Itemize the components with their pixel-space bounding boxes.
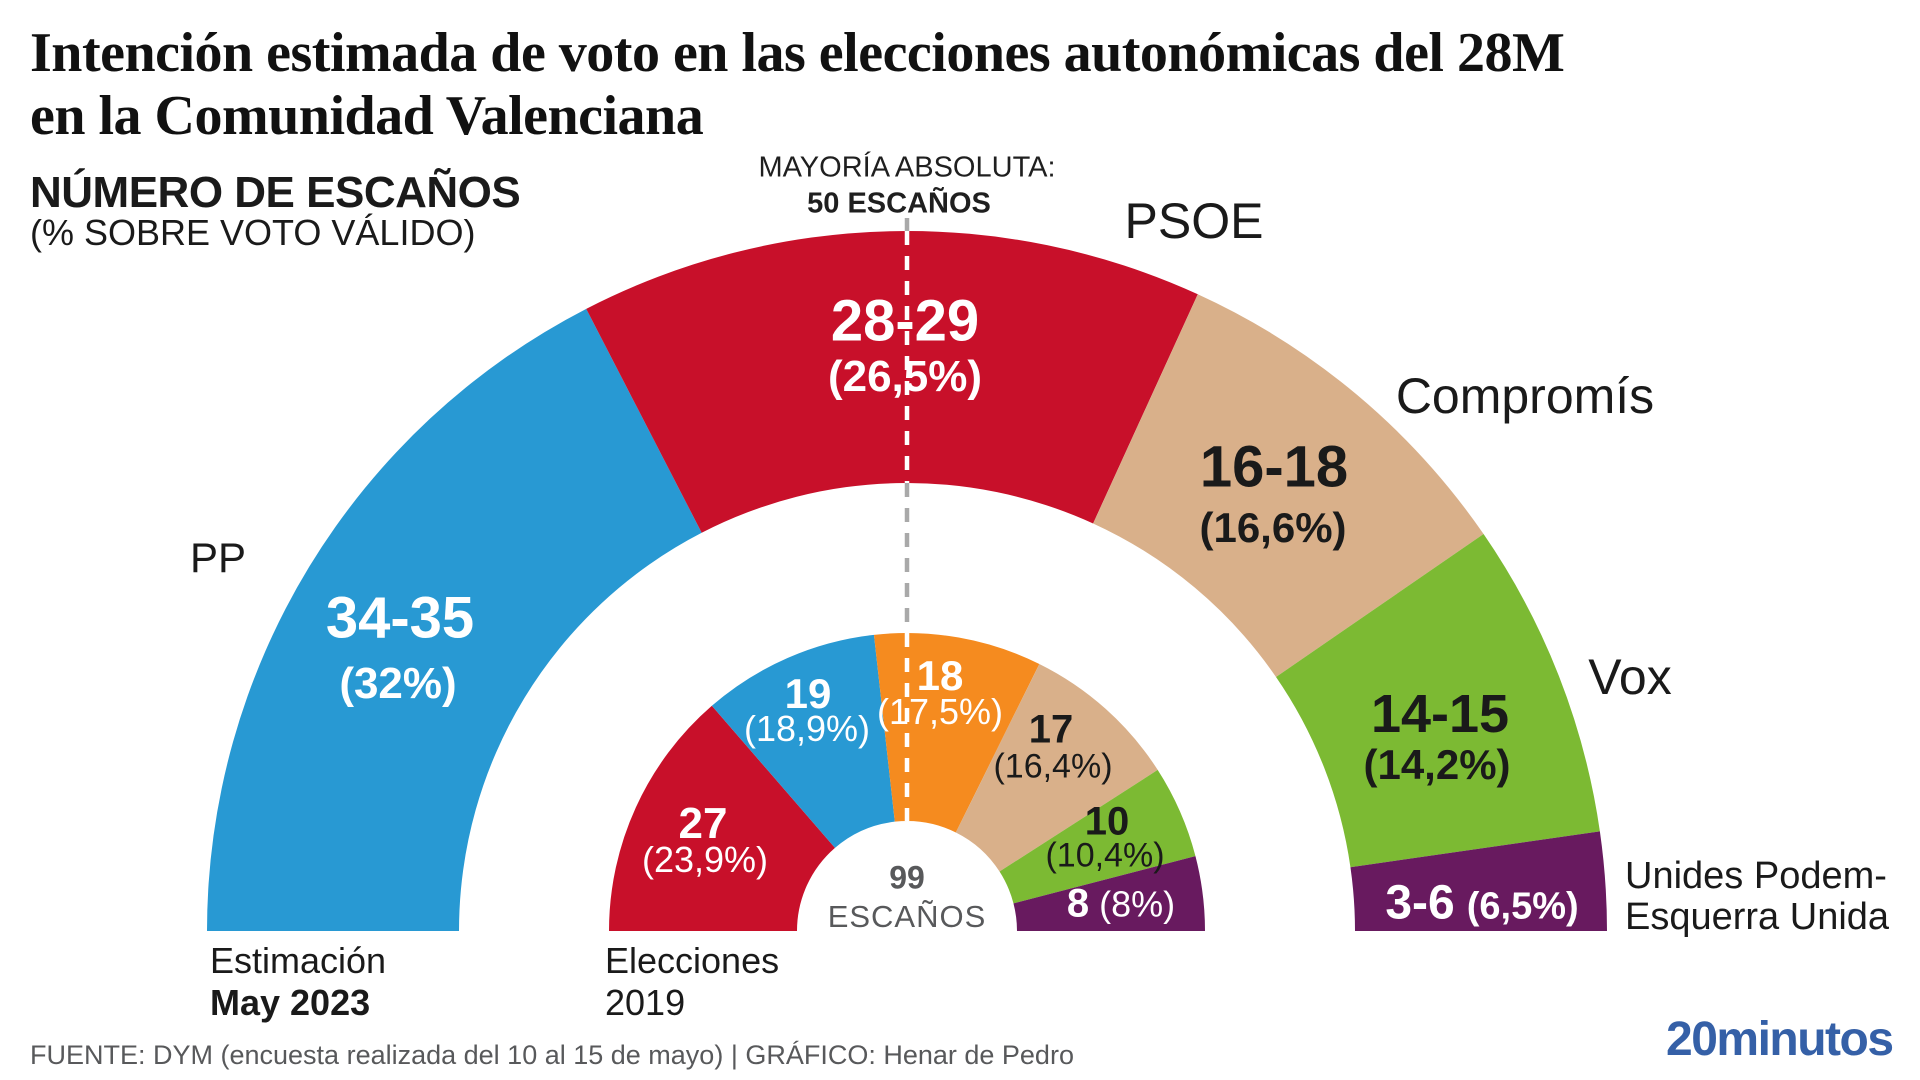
inner-blue-pct: (18,9%)	[743, 708, 871, 749]
inner-orange-seats: 18	[916, 652, 964, 699]
outer-compromis-pct: (16,6%)	[1199, 504, 1347, 551]
ring-segment	[609, 705, 835, 931]
ring-segment	[711, 634, 895, 848]
party-label-psoe: PSOE	[1124, 193, 1264, 249]
outer-up-seats: 3-6	[1385, 876, 1455, 930]
outer-psoe-seats: 28-29	[830, 288, 980, 354]
inner-purple-pct: (8%)	[1099, 883, 1176, 925]
brand-logo: 20minutos	[1666, 1013, 1894, 1066]
outer-pp-seats: 34-35	[325, 585, 475, 651]
inner-red-pct: (23,9%)	[641, 839, 769, 880]
outer-pp-pct: (32%)	[339, 659, 457, 708]
ring-segment	[955, 663, 1158, 872]
total-seats-value: 99	[889, 859, 925, 896]
outer-up-values: 3-6 (6,5%)	[1385, 876, 1578, 931]
majority-label: MAYORÍA ABSOLUTA:	[758, 151, 1056, 184]
ring-segment	[207, 308, 702, 931]
outer-ring-caption-line1: Estimación	[210, 940, 387, 981]
subtitle-seats: NÚMERO DE ESCAÑOS	[30, 168, 521, 217]
source-credits: FUENTE: DYM (encuesta realizada del 10 a…	[30, 1040, 1074, 1070]
outer-vox-seats: 14-15	[1370, 684, 1510, 744]
party-label-pp: PP	[189, 534, 247, 581]
outer-psoe-pct: (26,5%)	[827, 352, 983, 401]
inner-tan-pct: (16,4%)	[993, 747, 1113, 786]
total-seats-label: ESCAÑOS	[827, 899, 987, 934]
outer-up-pct: (6,5%)	[1466, 885, 1579, 928]
party-label-unides-podem: Unides Podem- Esquerra Unida	[1625, 855, 1890, 938]
subtitle-pct: (% SOBRE VOTO VÁLIDO)	[30, 212, 476, 253]
ring-segment	[1013, 856, 1205, 931]
inner-purple-values: 8 (8%)	[1067, 882, 1175, 927]
inner-red-seats: 27	[678, 799, 728, 848]
ring-segment	[1350, 831, 1607, 931]
majority-value: 50 ESCAÑOS	[807, 187, 991, 220]
party-label-vox: Vox	[1588, 649, 1672, 705]
inner-ring-caption-line1: Elecciones	[605, 940, 780, 981]
ring-segment	[999, 769, 1196, 904]
inner-ring-caption-line2: 2019	[605, 982, 686, 1023]
outer-ring-caption-line2: May 2023	[210, 982, 371, 1023]
ring-segment	[586, 231, 1198, 533]
inner-blue-seats: 19	[784, 670, 832, 717]
ring-segment	[1093, 294, 1484, 677]
outer-vox-pct: (14,2%)	[1363, 741, 1511, 788]
inner-tan-seats: 17	[1028, 707, 1074, 752]
party-label-compromis: Compromís	[1395, 368, 1655, 424]
inner-purple-seats: 8	[1066, 881, 1090, 926]
inner-green-seats: 10	[1084, 799, 1130, 844]
inner-green-pct: (10,4%)	[1045, 836, 1165, 875]
inner-orange-pct: (17,5%)	[876, 691, 1004, 732]
page-title: Intención estimada de voto en las elecci…	[30, 22, 1565, 147]
outer-compromis-seats: 16-18	[1199, 434, 1349, 500]
ring-segment	[1276, 534, 1600, 868]
ring-segment	[873, 633, 1040, 833]
